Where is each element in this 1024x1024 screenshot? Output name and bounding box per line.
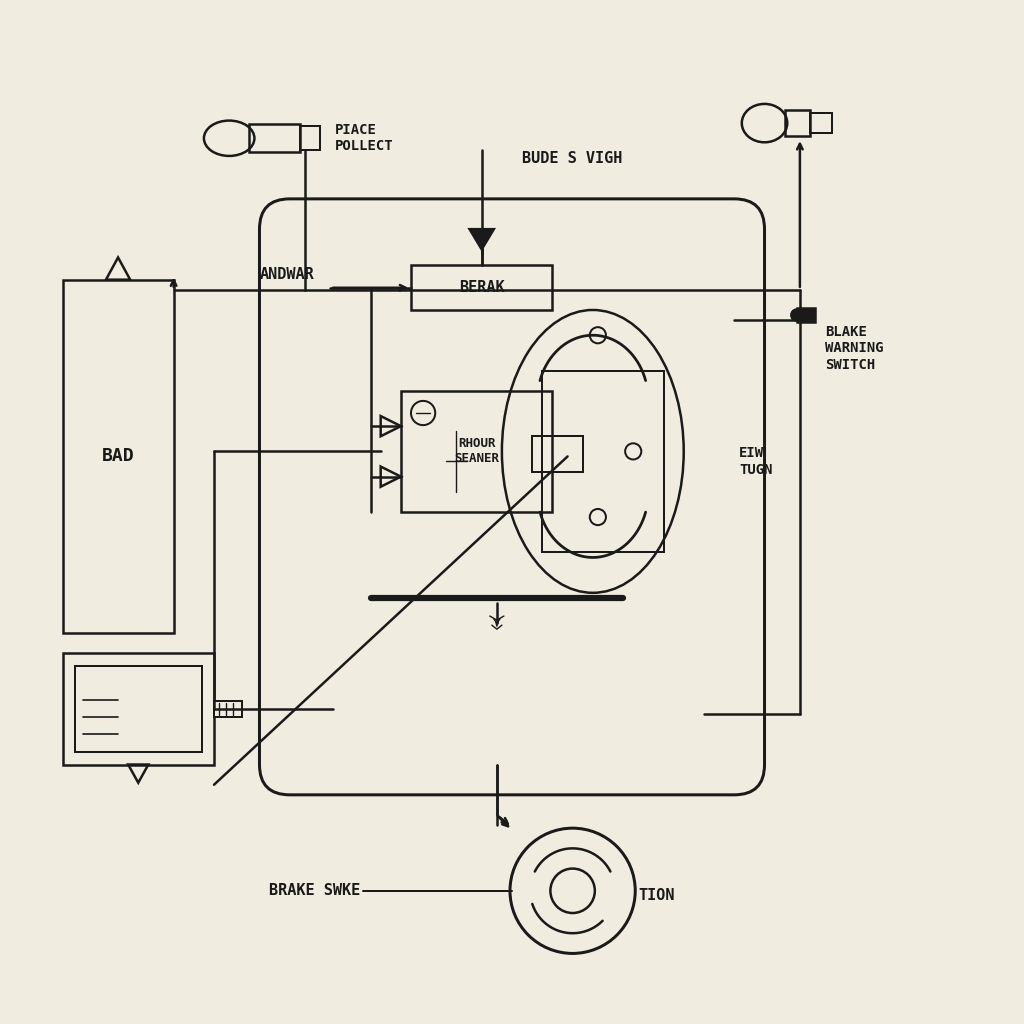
Text: EIW
TUGN: EIW TUGN bbox=[739, 446, 773, 476]
Bar bbox=[62, 653, 214, 765]
Bar bbox=[400, 391, 552, 512]
Bar bbox=[214, 700, 243, 717]
Text: BAD: BAD bbox=[101, 447, 134, 466]
Text: RHOUR
SEANER: RHOUR SEANER bbox=[455, 437, 499, 465]
Polygon shape bbox=[470, 229, 494, 250]
Bar bbox=[543, 371, 664, 552]
Text: BERAK: BERAK bbox=[459, 280, 505, 295]
Bar bbox=[784, 110, 810, 136]
Text: BLAKE
WARNING
SWITCH: BLAKE WARNING SWITCH bbox=[825, 326, 884, 372]
Bar bbox=[411, 264, 552, 310]
Text: BUDE S VIGH: BUDE S VIGH bbox=[522, 151, 623, 166]
Bar bbox=[75, 666, 202, 753]
Bar bbox=[810, 113, 833, 133]
Text: TION: TION bbox=[638, 889, 675, 903]
Bar bbox=[797, 308, 815, 323]
Bar bbox=[300, 126, 321, 151]
Bar bbox=[532, 436, 583, 472]
Text: ANDWAR: ANDWAR bbox=[259, 267, 314, 283]
Text: BRAKE SWKE: BRAKE SWKE bbox=[269, 884, 360, 898]
Bar bbox=[62, 280, 174, 633]
Circle shape bbox=[791, 309, 803, 322]
Text: PIACE
POLLECT: PIACE POLLECT bbox=[335, 123, 394, 154]
Bar bbox=[250, 124, 300, 153]
